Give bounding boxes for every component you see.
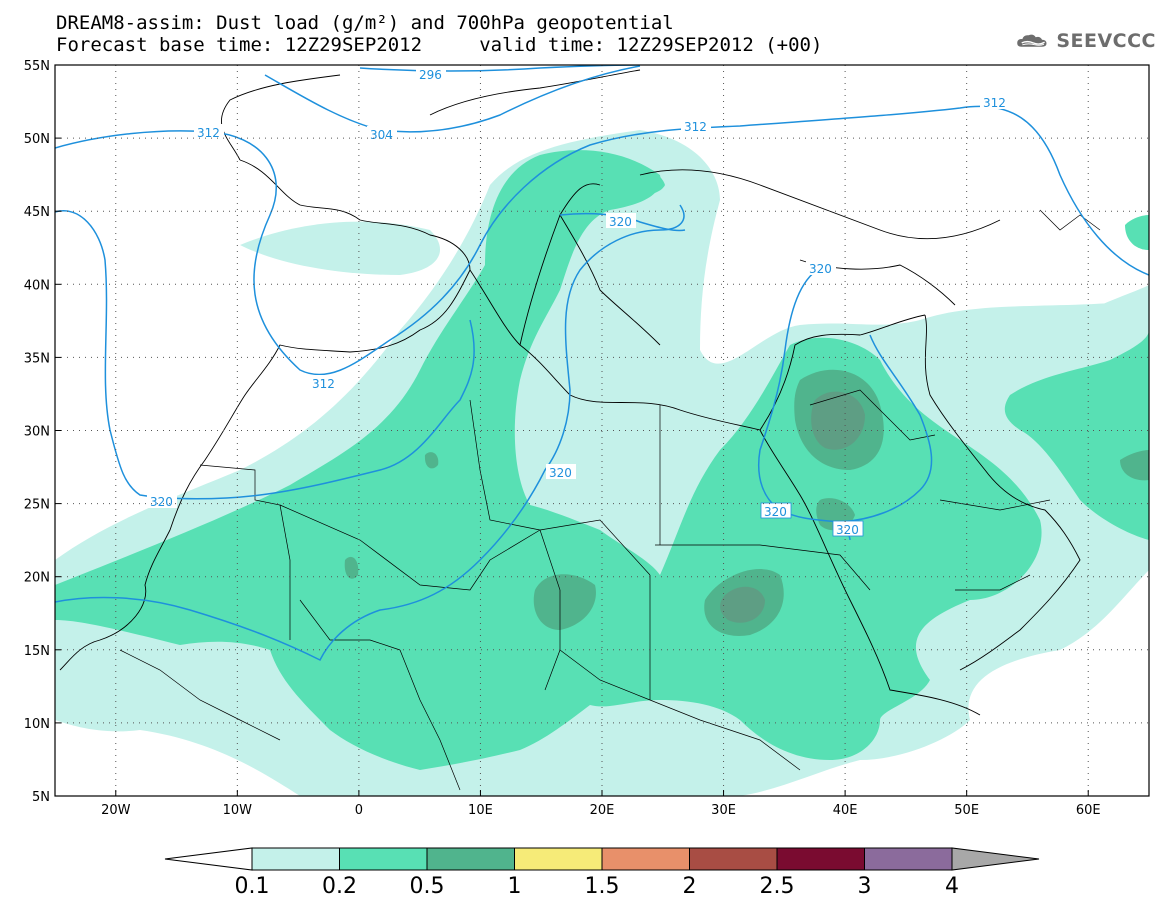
lat-label: 50N xyxy=(24,132,50,147)
colorbar-swatch xyxy=(864,847,953,871)
lat-label: 55N xyxy=(24,59,50,74)
colorbar-label: 2.5 xyxy=(760,874,795,899)
colorbar-swatch xyxy=(689,847,778,871)
contour-label: 320 xyxy=(836,523,859,537)
contour-label: 312 xyxy=(312,377,335,391)
contour-label: 304 xyxy=(370,128,393,142)
colorbar: 0.1 0.2 0.5 1 1.5 2 2.5 3 4 xyxy=(164,847,1040,899)
lon-label: 10E xyxy=(468,803,493,818)
contour-label: 320 xyxy=(809,262,832,276)
lat-label: 35N xyxy=(24,351,50,366)
lat-label: 15N xyxy=(24,644,50,659)
gridlines xyxy=(55,65,1149,796)
contour-label: 312 xyxy=(983,96,1006,110)
contour-labels: 296 304 312 312 312 312 320 320 320 320 … xyxy=(147,66,1010,537)
coastlines xyxy=(59,69,1081,716)
longitude-labels: 20W 10W 0 10E 20E 30E 40E 50E 60E xyxy=(101,790,1101,818)
lat-label: 40N xyxy=(24,278,50,293)
seevccc-logo: SEEVCCC xyxy=(1016,27,1156,55)
colorbar-swatch xyxy=(601,847,690,871)
lon-label: 60E xyxy=(1076,803,1101,818)
contour-label: 312 xyxy=(684,120,707,134)
contour-label: 320 xyxy=(150,495,173,509)
colorbar-label: 3 xyxy=(858,874,872,899)
lat-label: 10N xyxy=(24,717,50,732)
colorbar-label: 0.2 xyxy=(322,874,357,899)
colorbar-swatch xyxy=(339,847,428,871)
lat-label: 5N xyxy=(32,790,50,805)
colorbar-lower-arrow xyxy=(164,847,253,871)
colorbar-upper-arrow xyxy=(951,847,1040,871)
lon-label: 50E xyxy=(954,803,979,818)
colorbar-swatch xyxy=(251,847,340,871)
colorbar-label: 1 xyxy=(508,874,522,899)
lat-label: 30N xyxy=(24,425,50,440)
lat-label: 25N xyxy=(24,498,50,513)
logo-text: SEEVCCC xyxy=(1056,30,1156,52)
contour-label: 296 xyxy=(419,68,442,82)
colorbar-label: 2 xyxy=(683,874,697,899)
map-title: DREAM8-assim: Dust load (g/m²) and 700hP… xyxy=(56,12,674,34)
cloud-icon xyxy=(1017,34,1047,47)
contour-label: 312 xyxy=(197,126,220,140)
lat-label: 45N xyxy=(24,205,50,220)
lon-label: 0 xyxy=(355,803,363,818)
lon-label: 40E xyxy=(833,803,858,818)
colorbar-swatch xyxy=(426,847,515,871)
dust-layer-mid xyxy=(55,150,1149,771)
contour-label: 320 xyxy=(549,466,572,480)
colorbar-label: 1.5 xyxy=(585,874,620,899)
colorbar-label: 0.1 xyxy=(235,874,270,899)
contour-label: 320 xyxy=(609,215,632,229)
lon-label: 10W xyxy=(223,803,253,818)
colorbar-swatch xyxy=(776,847,865,871)
dust-layer-peak xyxy=(720,391,865,623)
lon-label: 20W xyxy=(101,803,131,818)
map-area: 296 304 312 312 312 312 320 320 320 320 … xyxy=(55,65,1149,796)
colorbar-label: 4 xyxy=(945,874,959,899)
map-subtitle: Forecast base time: 12Z29SEP2012 valid t… xyxy=(56,34,823,56)
colorbar-label: 0.5 xyxy=(410,874,445,899)
colorbar-swatch xyxy=(514,847,603,871)
lon-label: 30E xyxy=(711,803,736,818)
contour-label: 320 xyxy=(764,505,787,519)
latitude-labels: 55N 50N 45N 40N 35N 30N 25N 20N 15N 10N 5N xyxy=(24,59,61,805)
lat-label: 20N xyxy=(24,571,50,586)
lon-label: 20E xyxy=(590,803,615,818)
